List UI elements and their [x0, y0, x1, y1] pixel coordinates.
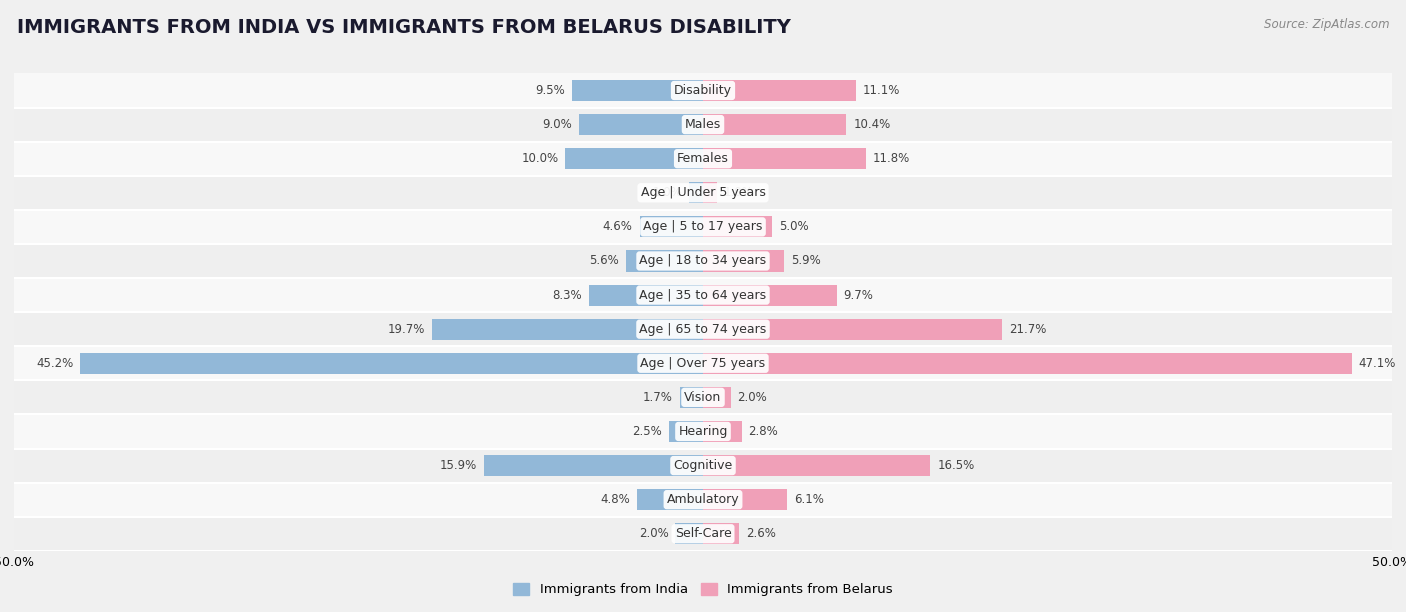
- Text: 4.8%: 4.8%: [600, 493, 630, 506]
- Text: 45.2%: 45.2%: [37, 357, 73, 370]
- Bar: [14, 312, 1392, 346]
- Bar: [14, 244, 1392, 278]
- Text: Age | 35 to 64 years: Age | 35 to 64 years: [640, 289, 766, 302]
- Text: 8.3%: 8.3%: [553, 289, 582, 302]
- Text: Females: Females: [678, 152, 728, 165]
- Bar: [703, 250, 785, 272]
- Bar: [703, 455, 931, 476]
- Bar: [80, 353, 703, 374]
- Bar: [637, 489, 703, 510]
- Bar: [703, 387, 731, 408]
- Text: 10.0%: 10.0%: [522, 152, 558, 165]
- Bar: [14, 141, 1392, 176]
- Bar: [703, 319, 1002, 340]
- Bar: [626, 250, 703, 272]
- Bar: [565, 148, 703, 170]
- Legend: Immigrants from India, Immigrants from Belarus: Immigrants from India, Immigrants from B…: [508, 578, 898, 602]
- Text: 5.6%: 5.6%: [589, 255, 619, 267]
- Bar: [14, 176, 1392, 210]
- Bar: [703, 148, 866, 170]
- Text: 19.7%: 19.7%: [387, 323, 425, 335]
- Text: 11.1%: 11.1%: [863, 84, 900, 97]
- Text: 11.8%: 11.8%: [873, 152, 910, 165]
- Text: Males: Males: [685, 118, 721, 131]
- Text: 9.5%: 9.5%: [536, 84, 565, 97]
- Bar: [14, 108, 1392, 141]
- Bar: [14, 73, 1392, 108]
- Bar: [14, 346, 1392, 380]
- Bar: [675, 523, 703, 544]
- Text: 2.5%: 2.5%: [631, 425, 662, 438]
- Bar: [14, 380, 1392, 414]
- Bar: [703, 216, 772, 237]
- Text: Cognitive: Cognitive: [673, 459, 733, 472]
- Bar: [572, 80, 703, 101]
- Bar: [14, 449, 1392, 483]
- Text: 2.0%: 2.0%: [738, 391, 768, 404]
- Text: Disability: Disability: [673, 84, 733, 97]
- Text: Age | 65 to 74 years: Age | 65 to 74 years: [640, 323, 766, 335]
- Text: 2.8%: 2.8%: [748, 425, 778, 438]
- Text: 2.6%: 2.6%: [745, 528, 776, 540]
- Text: Age | 18 to 34 years: Age | 18 to 34 years: [640, 255, 766, 267]
- Text: 10.4%: 10.4%: [853, 118, 890, 131]
- Text: IMMIGRANTS FROM INDIA VS IMMIGRANTS FROM BELARUS DISABILITY: IMMIGRANTS FROM INDIA VS IMMIGRANTS FROM…: [17, 18, 790, 37]
- Bar: [669, 421, 703, 442]
- Bar: [14, 414, 1392, 449]
- Text: 47.1%: 47.1%: [1358, 357, 1396, 370]
- Bar: [703, 489, 787, 510]
- Text: 1.0%: 1.0%: [652, 186, 682, 200]
- Bar: [14, 517, 1392, 551]
- Bar: [703, 353, 1353, 374]
- Bar: [703, 80, 856, 101]
- Bar: [14, 483, 1392, 517]
- Text: 4.6%: 4.6%: [603, 220, 633, 233]
- Text: Source: ZipAtlas.com: Source: ZipAtlas.com: [1264, 18, 1389, 31]
- Text: 21.7%: 21.7%: [1010, 323, 1046, 335]
- Text: Age | Over 75 years: Age | Over 75 years: [641, 357, 765, 370]
- Text: 16.5%: 16.5%: [938, 459, 974, 472]
- Bar: [640, 216, 703, 237]
- Bar: [14, 278, 1392, 312]
- Text: Self-Care: Self-Care: [675, 528, 731, 540]
- Bar: [589, 285, 703, 305]
- Text: 9.0%: 9.0%: [543, 118, 572, 131]
- Bar: [703, 421, 741, 442]
- Bar: [703, 523, 738, 544]
- Bar: [679, 387, 703, 408]
- Bar: [703, 182, 717, 203]
- Text: 1.7%: 1.7%: [643, 391, 672, 404]
- Text: Vision: Vision: [685, 391, 721, 404]
- Bar: [579, 114, 703, 135]
- Text: 9.7%: 9.7%: [844, 289, 873, 302]
- Text: Age | Under 5 years: Age | Under 5 years: [641, 186, 765, 200]
- Text: 6.1%: 6.1%: [794, 493, 824, 506]
- Text: 1.0%: 1.0%: [724, 186, 754, 200]
- Bar: [14, 210, 1392, 244]
- Text: 2.0%: 2.0%: [638, 528, 669, 540]
- Text: Age | 5 to 17 years: Age | 5 to 17 years: [644, 220, 762, 233]
- Text: Ambulatory: Ambulatory: [666, 493, 740, 506]
- Text: 5.0%: 5.0%: [779, 220, 808, 233]
- Bar: [703, 114, 846, 135]
- Bar: [703, 285, 837, 305]
- Text: Hearing: Hearing: [678, 425, 728, 438]
- Bar: [484, 455, 703, 476]
- Bar: [689, 182, 703, 203]
- Text: 5.9%: 5.9%: [792, 255, 821, 267]
- Text: 15.9%: 15.9%: [440, 459, 477, 472]
- Bar: [432, 319, 703, 340]
